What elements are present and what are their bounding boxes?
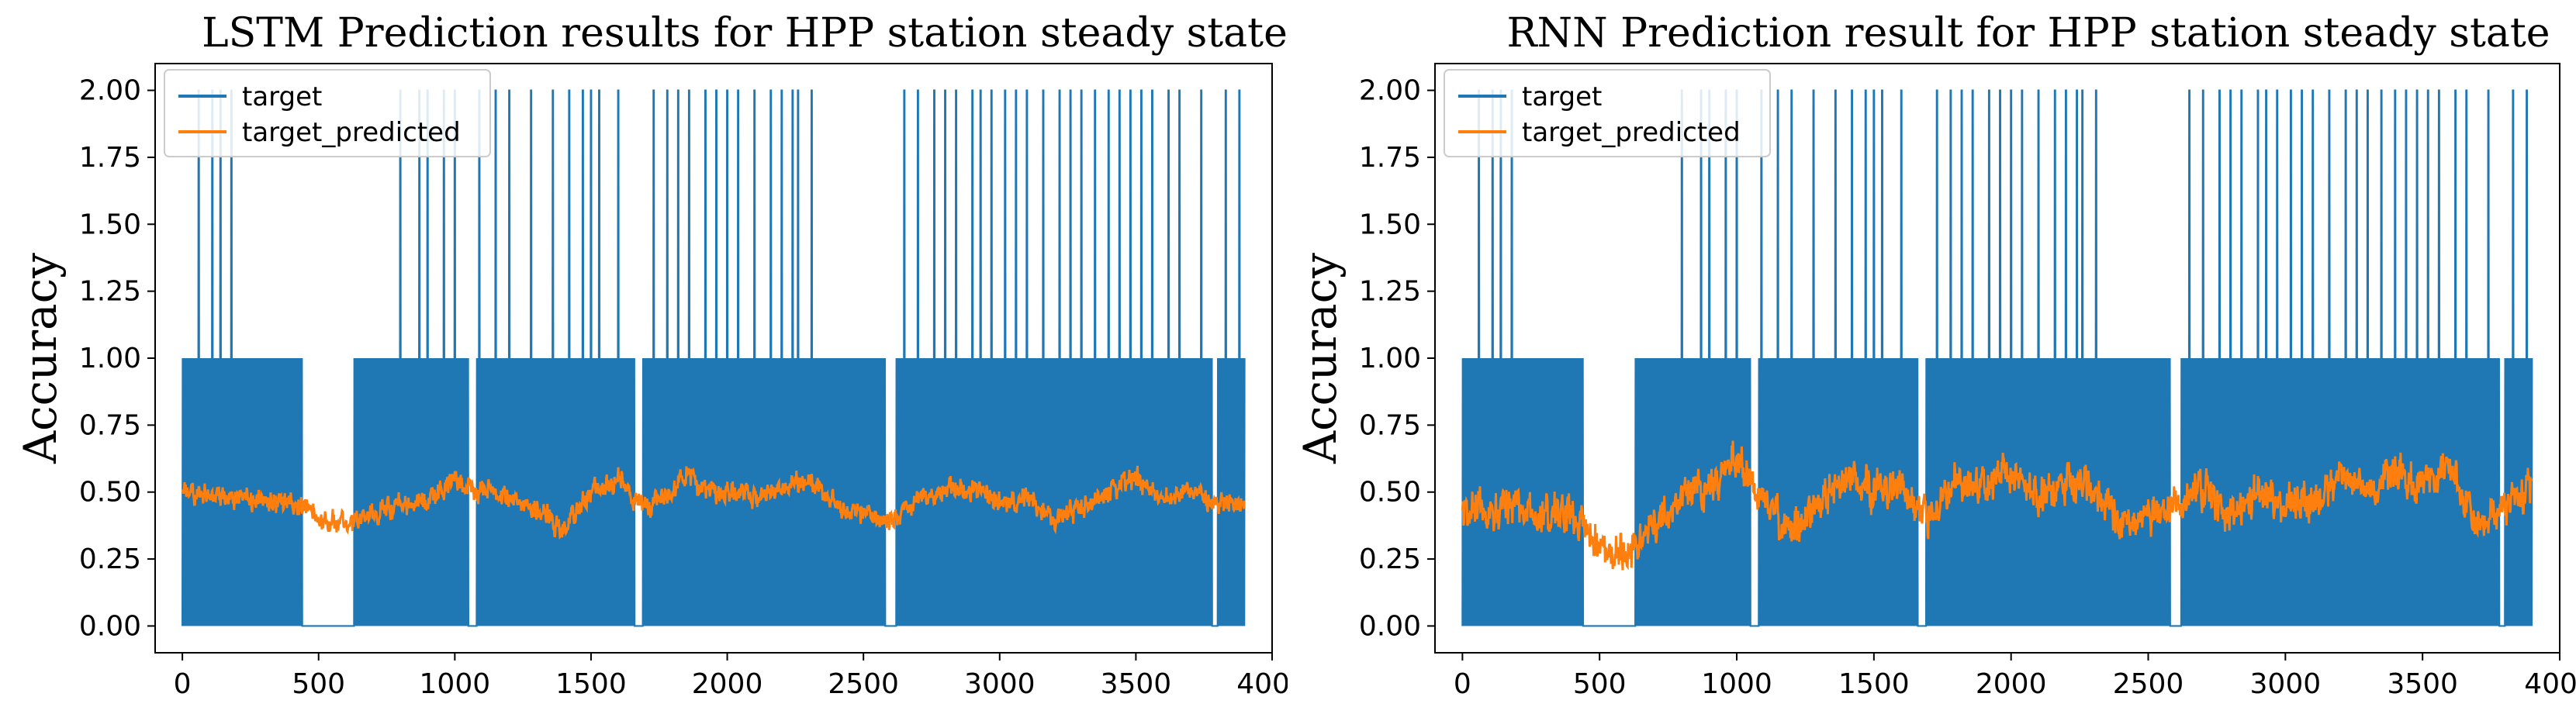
y-tick-label: 1.25 <box>79 276 141 308</box>
series-target-predicted-line <box>181 465 1246 540</box>
legend-label-target: target <box>1522 81 1602 112</box>
y-tick-label: 2.00 <box>1359 75 1421 107</box>
y-axis-label: Accuracy <box>14 253 67 464</box>
x-tick-label: 2500 <box>828 668 899 700</box>
y-tick-label: 0.50 <box>1359 477 1421 509</box>
x-tick-label: 2500 <box>2113 668 2184 700</box>
x-tick-label: 1500 <box>1838 668 1910 700</box>
x-tick-label: 3000 <box>964 668 1036 700</box>
y-tick-label: 0.75 <box>79 409 141 441</box>
x-tick-label: 1500 <box>555 668 627 700</box>
y-tick-label: 1.00 <box>1359 343 1421 374</box>
y-tick-label: 0.00 <box>79 610 141 642</box>
x-tick-label: 2000 <box>1976 668 2047 700</box>
x-tick-label: 1000 <box>1701 668 1772 700</box>
y-axis-label: Accuracy <box>1294 253 1347 464</box>
y-tick-label: 1.50 <box>79 209 141 240</box>
y-tick-label: 1.00 <box>79 343 141 374</box>
x-tick-label: 0 <box>174 668 192 700</box>
legend-box <box>164 69 491 157</box>
legend: target target_predicted <box>1444 69 1771 157</box>
y-tick-label: 1.75 <box>1359 142 1421 174</box>
x-tick-label: 1000 <box>420 668 491 700</box>
chart-title: RNN Prediction result for HPP station st… <box>1506 10 2550 57</box>
rnn-chart: RNN Prediction result for HPP station st… <box>1294 10 2576 700</box>
x-tick-label: 4000 <box>2524 668 2576 700</box>
lstm-chart: LSTM Prediction results for HPP station … <box>14 10 1288 700</box>
y-tick-label: 1.25 <box>1359 276 1421 308</box>
legend-box <box>1444 69 1771 157</box>
legend: target target_predicted <box>164 69 491 157</box>
series-target-predicted-line <box>1461 440 2533 571</box>
y-tick-label: 0.25 <box>79 543 141 575</box>
series-target-line <box>182 89 1246 627</box>
chart-title: LSTM Prediction results for HPP station … <box>202 10 1288 57</box>
legend-label-target-predicted: target_predicted <box>242 117 461 148</box>
y-tick-label: 0.25 <box>1359 543 1421 575</box>
x-tick-label: 500 <box>292 668 345 700</box>
y-tick-label: 0.75 <box>1359 409 1421 441</box>
x-tick-label: 3500 <box>2387 668 2458 700</box>
y-tick-label: 0.00 <box>1359 610 1421 642</box>
y-tick-label: 0.50 <box>79 477 141 509</box>
y-tick-label: 1.50 <box>1359 209 1421 240</box>
x-tick-label: 0 <box>1454 668 1471 700</box>
x-tick-label: 500 <box>1573 668 1627 700</box>
legend-label-target-predicted: target_predicted <box>1522 117 1741 148</box>
y-tick-label: 1.75 <box>79 142 141 174</box>
x-tick-label: 3500 <box>1101 668 1172 700</box>
x-tick-label: 2000 <box>692 668 763 700</box>
chart-panel-lstm: LSTM Prediction results for HPP station … <box>14 10 1288 700</box>
x-tick-label: 3000 <box>2250 668 2322 700</box>
legend-label-target: target <box>242 81 322 112</box>
series-target-line <box>1461 89 2533 627</box>
chart-panel-rnn: RNN Prediction result for HPP station st… <box>1288 0 2576 714</box>
y-tick-label: 2.00 <box>79 75 141 107</box>
x-tick-label: 4000 <box>1236 668 1288 700</box>
